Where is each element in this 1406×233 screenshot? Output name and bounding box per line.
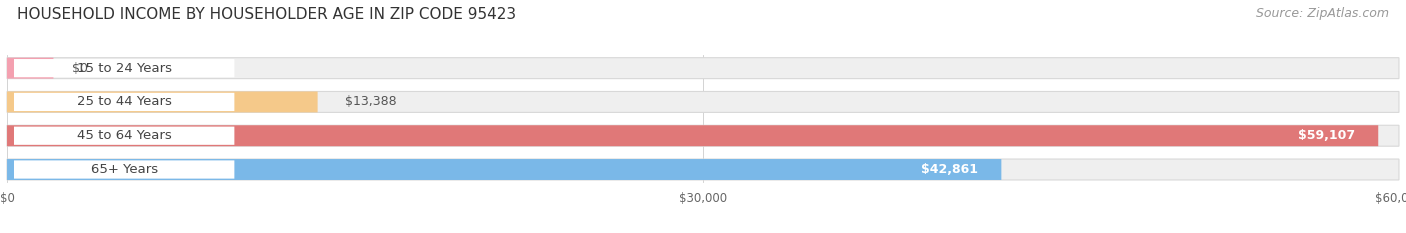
- Text: $13,388: $13,388: [346, 96, 396, 108]
- FancyBboxPatch shape: [14, 160, 235, 179]
- Text: HOUSEHOLD INCOME BY HOUSEHOLDER AGE IN ZIP CODE 95423: HOUSEHOLD INCOME BY HOUSEHOLDER AGE IN Z…: [17, 7, 516, 22]
- FancyBboxPatch shape: [14, 93, 235, 111]
- Text: Source: ZipAtlas.com: Source: ZipAtlas.com: [1256, 7, 1389, 20]
- Text: 25 to 44 Years: 25 to 44 Years: [77, 96, 172, 108]
- FancyBboxPatch shape: [7, 125, 1399, 146]
- FancyBboxPatch shape: [7, 159, 1399, 180]
- FancyBboxPatch shape: [7, 92, 1399, 112]
- FancyBboxPatch shape: [7, 58, 53, 79]
- FancyBboxPatch shape: [7, 159, 1001, 180]
- Text: 45 to 64 Years: 45 to 64 Years: [77, 129, 172, 142]
- FancyBboxPatch shape: [14, 127, 235, 145]
- FancyBboxPatch shape: [7, 92, 318, 112]
- FancyBboxPatch shape: [14, 59, 235, 77]
- Text: 15 to 24 Years: 15 to 24 Years: [77, 62, 172, 75]
- FancyBboxPatch shape: [7, 125, 1378, 146]
- Text: $0: $0: [72, 62, 89, 75]
- FancyBboxPatch shape: [7, 58, 1399, 79]
- Text: $59,107: $59,107: [1298, 129, 1355, 142]
- Text: $42,861: $42,861: [921, 163, 979, 176]
- Text: 65+ Years: 65+ Years: [90, 163, 157, 176]
